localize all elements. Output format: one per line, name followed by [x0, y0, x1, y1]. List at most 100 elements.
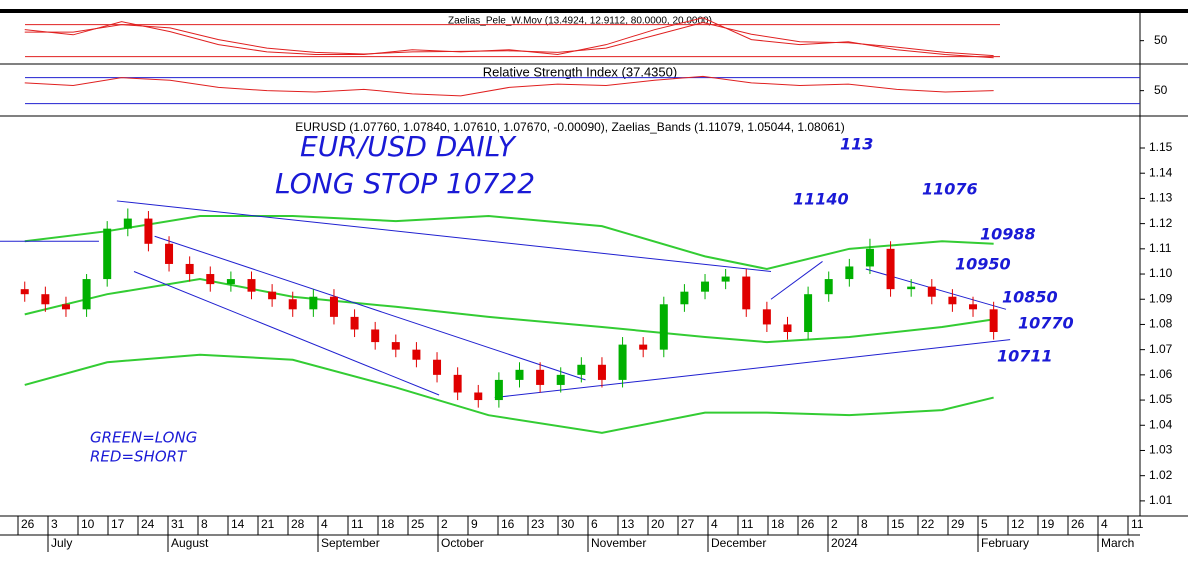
trendline	[154, 235, 586, 381]
trendline	[133, 271, 440, 396]
month-label: August	[171, 536, 209, 550]
x-tick-label: 2	[831, 517, 838, 531]
candle-body	[41, 294, 50, 305]
trendline	[770, 261, 823, 300]
candle-body	[804, 294, 813, 333]
candle-body	[680, 291, 689, 305]
candle-body	[206, 274, 215, 285]
chart-title: EURUSD (1.07760, 1.07840, 1.07610, 1.076…	[295, 120, 845, 134]
candle-body	[268, 291, 277, 300]
month-label: 2024	[831, 536, 858, 550]
candle-body	[494, 379, 503, 401]
month-label: March	[1101, 536, 1134, 550]
x-tick-label: 29	[951, 517, 965, 531]
y-tick-label: 1.13	[1149, 191, 1173, 205]
x-tick-label: 19	[1041, 517, 1055, 531]
candle-body	[61, 304, 70, 310]
candle-body	[927, 286, 936, 297]
candle-body	[433, 359, 442, 375]
x-tick-label: 4	[1101, 517, 1108, 531]
y-tick-label: 1.07	[1149, 342, 1173, 356]
x-tick-label: 16	[501, 517, 515, 531]
x-tick-label: 11	[741, 517, 754, 531]
candle-body	[948, 296, 957, 305]
x-tick-label: 27	[681, 517, 695, 531]
x-tick-label: 10	[81, 517, 95, 531]
annotation: 10770	[1018, 314, 1074, 333]
annotation: 10950	[955, 255, 1011, 274]
candle-body	[701, 281, 710, 292]
candle-body	[556, 374, 565, 385]
x-tick-label: 2	[441, 517, 448, 531]
x-tick-label: 22	[921, 517, 935, 531]
candle-body	[144, 218, 153, 244]
candle-body	[309, 296, 318, 310]
candle-body	[20, 289, 29, 295]
month-label: July	[51, 536, 72, 550]
indicator-line	[24, 22, 994, 57]
candle-body	[989, 309, 998, 333]
candle-body	[969, 304, 978, 310]
x-tick-label: 31	[171, 517, 185, 531]
candle-body	[742, 276, 751, 310]
y-tick-label: 1.12	[1149, 216, 1173, 230]
candle-body	[783, 324, 792, 333]
x-tick-label: 12	[1011, 517, 1025, 531]
y-tick-label: 1.05	[1149, 392, 1173, 406]
y-tick-label: 50	[1154, 83, 1168, 97]
x-tick-label: 4	[711, 517, 718, 531]
y-tick-label: 1.08	[1149, 317, 1173, 331]
candle-body	[412, 349, 421, 360]
candle-body	[721, 276, 730, 282]
month-label: February	[981, 536, 1029, 550]
x-tick-label: 8	[861, 517, 868, 531]
x-tick-label: 23	[531, 517, 545, 531]
candle-body	[350, 316, 359, 330]
candle-body	[165, 243, 174, 264]
annotation: 10988	[980, 225, 1036, 244]
candle-body	[371, 329, 380, 343]
y-tick-label: 1.02	[1149, 468, 1173, 482]
candle-body	[536, 369, 545, 385]
annotation: 113	[840, 135, 873, 154]
candle-body	[845, 266, 854, 280]
x-tick-label: 26	[801, 517, 815, 531]
y-tick-label: 1.01	[1149, 493, 1173, 507]
band-line	[24, 215, 994, 271]
annotation: LONG STOP 10722	[275, 167, 535, 200]
x-tick-label: 6	[591, 517, 598, 531]
y-tick-label: 1.09	[1149, 291, 1173, 305]
x-tick-label: 26	[21, 517, 35, 531]
y-tick-label: 1.10	[1149, 266, 1173, 280]
candle-body	[762, 309, 771, 325]
candle-body	[886, 248, 895, 290]
x-tick-label: 20	[651, 517, 665, 531]
month-label: September	[321, 536, 380, 550]
x-tick-label: 4	[321, 517, 328, 531]
candle-body	[185, 263, 194, 275]
annotation: EUR/USD DAILY	[300, 130, 517, 163]
trendline	[116, 200, 772, 273]
candle-body	[515, 369, 524, 380]
y-tick-label: 1.15	[1149, 140, 1173, 154]
indicator-title: Zaelias_Pele_W.Mov (13.4924, 12.9112, 80…	[448, 16, 712, 27]
x-tick-label: 26	[1071, 517, 1085, 531]
x-tick-label: 28	[291, 517, 305, 531]
x-tick-label: 24	[141, 517, 155, 531]
x-tick-label: 14	[231, 517, 245, 531]
candle-body	[618, 344, 627, 380]
indicator-title: Relative Strength Index (37.4350)	[483, 64, 677, 79]
x-tick-label: 30	[561, 517, 575, 531]
candle-body	[824, 279, 833, 295]
band-line	[24, 353, 994, 434]
candle-body	[639, 344, 648, 350]
candle-body	[103, 228, 112, 280]
x-tick-label: 25	[411, 517, 425, 531]
annotation: 11076	[922, 180, 978, 199]
x-tick-label: 5	[981, 517, 988, 531]
band-line	[24, 278, 994, 344]
month-label: November	[591, 536, 646, 550]
annotation: 10711	[997, 347, 1053, 366]
